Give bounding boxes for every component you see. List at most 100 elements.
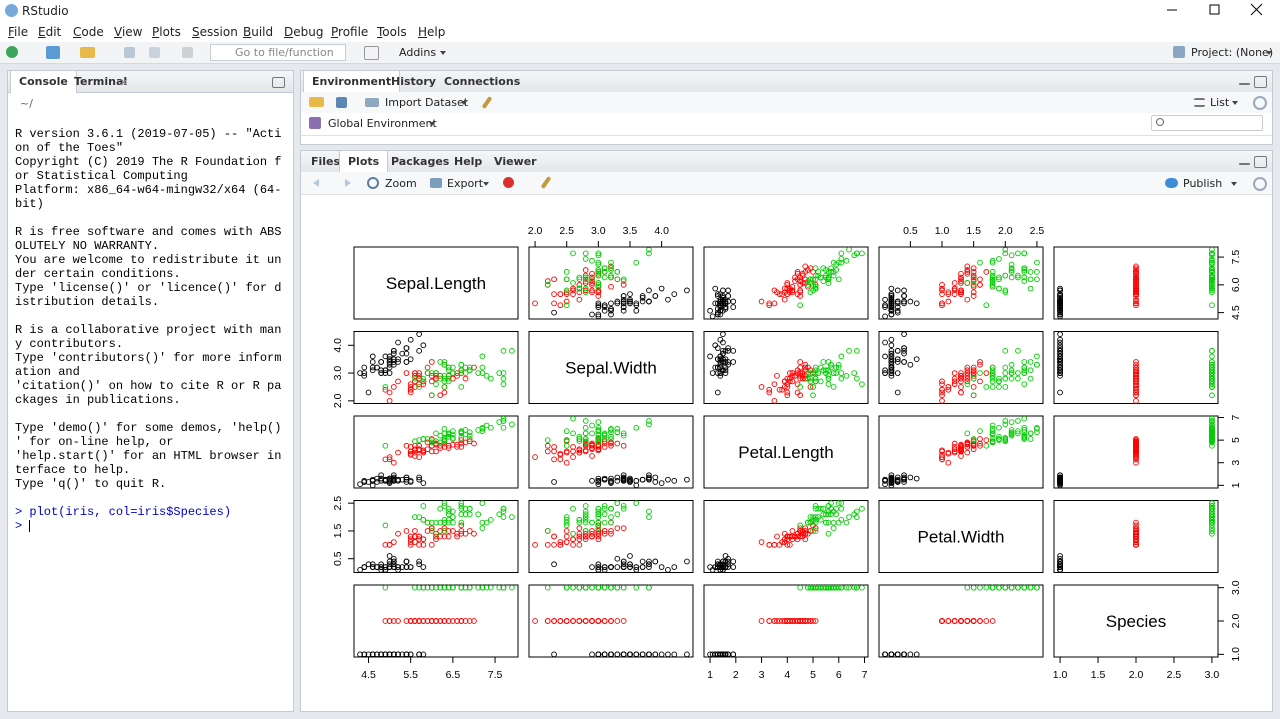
save-all-icon[interactable]	[149, 47, 160, 58]
point	[784, 282, 791, 288]
search-box[interactable]	[1151, 115, 1263, 131]
point	[407, 536, 414, 543]
point	[977, 442, 983, 449]
dropdown-caret[interactable]	[1266, 51, 1272, 55]
open-icon[interactable]	[80, 47, 95, 58]
publish-icon[interactable]	[1165, 178, 1178, 188]
menu-item[interactable]: Help	[418, 25, 446, 39]
tab[interactable]: Environment	[303, 71, 401, 93]
new-file-icon[interactable]	[6, 46, 18, 58]
addins-button[interactable]: Addins	[399, 46, 437, 59]
project-icon[interactable]	[1173, 46, 1185, 58]
load-icon[interactable]	[309, 97, 324, 107]
point	[789, 533, 796, 540]
clear-plots[interactable]	[540, 176, 552, 189]
dropdown-caret[interactable]	[440, 51, 446, 55]
project-button[interactable]: Project: (None)	[1191, 46, 1274, 59]
point	[812, 285, 819, 292]
tab[interactable]: Plots	[339, 151, 389, 173]
menu-item[interactable]: Code	[73, 25, 104, 39]
menu-item[interactable]: Debug	[284, 25, 324, 39]
menu-item[interactable]: File	[8, 25, 29, 39]
import-dataset[interactable]: Import Dataset	[385, 96, 469, 109]
menu-item[interactable]: Edit	[38, 25, 62, 39]
point	[888, 304, 895, 310]
tab[interactable]: Terminal	[74, 75, 128, 88]
history-arrows[interactable]	[309, 177, 359, 189]
pane-layout-icon[interactable]	[364, 46, 379, 60]
pairs-plot: Sepal.Length Sepal.Width Petal.Length Petal…	[332, 225, 1242, 681]
dropdown-caret[interactable]	[461, 101, 467, 105]
maximize-icon[interactable]	[272, 77, 285, 88]
point	[582, 287, 589, 294]
dropdown-caret[interactable]	[429, 122, 435, 126]
remove-plot[interactable]	[503, 177, 514, 188]
import-icon[interactable]	[365, 98, 379, 107]
tab[interactable]: Packages	[391, 155, 450, 168]
dropdown-caret[interactable]	[1232, 101, 1238, 105]
point	[1209, 302, 1215, 309]
goto-box[interactable]: Go to file/function	[210, 44, 346, 61]
view-mode[interactable]: List	[1210, 96, 1230, 109]
environment-scope[interactable]: Global Environment	[328, 117, 437, 130]
point	[1133, 287, 1139, 294]
close[interactable]	[1250, 3, 1263, 16]
point	[620, 293, 627, 299]
maximize-icon[interactable]	[1254, 76, 1267, 88]
point	[787, 375, 793, 382]
menu-item[interactable]: Session	[192, 25, 238, 39]
print-icon[interactable]	[182, 47, 193, 58]
zoom-button[interactable]: Zoom	[385, 177, 417, 190]
point	[977, 584, 983, 591]
tab[interactable]: Files	[311, 155, 341, 168]
point	[882, 313, 888, 320]
tab[interactable]: History	[391, 75, 436, 88]
menu-item[interactable]: Profile	[331, 25, 369, 39]
broom-icon[interactable]	[481, 96, 493, 109]
point	[382, 386, 389, 393]
export-icon[interactable]	[430, 178, 442, 188]
x-tick-label: 2	[733, 669, 739, 681]
point	[595, 618, 602, 624]
point	[970, 269, 977, 275]
x-tick-label: 1.0	[1053, 669, 1068, 681]
point	[458, 511, 465, 518]
tab[interactable]: Connections	[444, 75, 521, 88]
menu-item[interactable]: Build	[243, 25, 274, 39]
point	[416, 558, 422, 565]
menu-item[interactable]: Plots	[152, 25, 181, 39]
point	[496, 511, 503, 518]
dropdown-caret[interactable]	[483, 182, 489, 186]
menu-item[interactable]: View	[114, 25, 143, 39]
dropdown-caret[interactable]	[1231, 182, 1237, 186]
window-controls[interactable]	[1150, 0, 1280, 22]
new-project-icon[interactable]	[46, 46, 60, 59]
point	[608, 564, 614, 570]
restore[interactable]	[1209, 4, 1220, 15]
minimize-icon[interactable]	[1239, 163, 1250, 165]
refresh-icon[interactable]	[1253, 177, 1267, 191]
refresh-icon[interactable]	[1253, 96, 1267, 110]
goto-placeholder[interactable]: Go to file/function	[235, 46, 334, 59]
console-pane: Console Terminal ~/ R version 3.6.1 (201…	[7, 70, 294, 712]
point	[441, 519, 448, 526]
close-tab[interactable]	[120, 78, 128, 86]
save-icon[interactable]	[124, 47, 135, 58]
list-icon[interactable]	[1194, 98, 1205, 107]
menu-item[interactable]: Tools	[377, 25, 407, 39]
point	[888, 306, 895, 312]
point	[608, 429, 614, 436]
point	[646, 418, 652, 424]
point	[378, 370, 385, 376]
publish-button[interactable]: Publish	[1183, 177, 1223, 190]
save-icon[interactable]	[336, 97, 347, 108]
tab[interactable]: Viewer	[494, 155, 537, 168]
point	[1133, 263, 1139, 270]
tab[interactable]: Help	[454, 155, 483, 168]
point	[945, 386, 952, 393]
zoom-icon[interactable]	[367, 177, 379, 189]
tab[interactable]: Console	[10, 71, 77, 93]
maximize-icon[interactable]	[1254, 156, 1267, 168]
export-button[interactable]: Export	[447, 177, 484, 190]
minimize-icon[interactable]	[1239, 83, 1250, 85]
